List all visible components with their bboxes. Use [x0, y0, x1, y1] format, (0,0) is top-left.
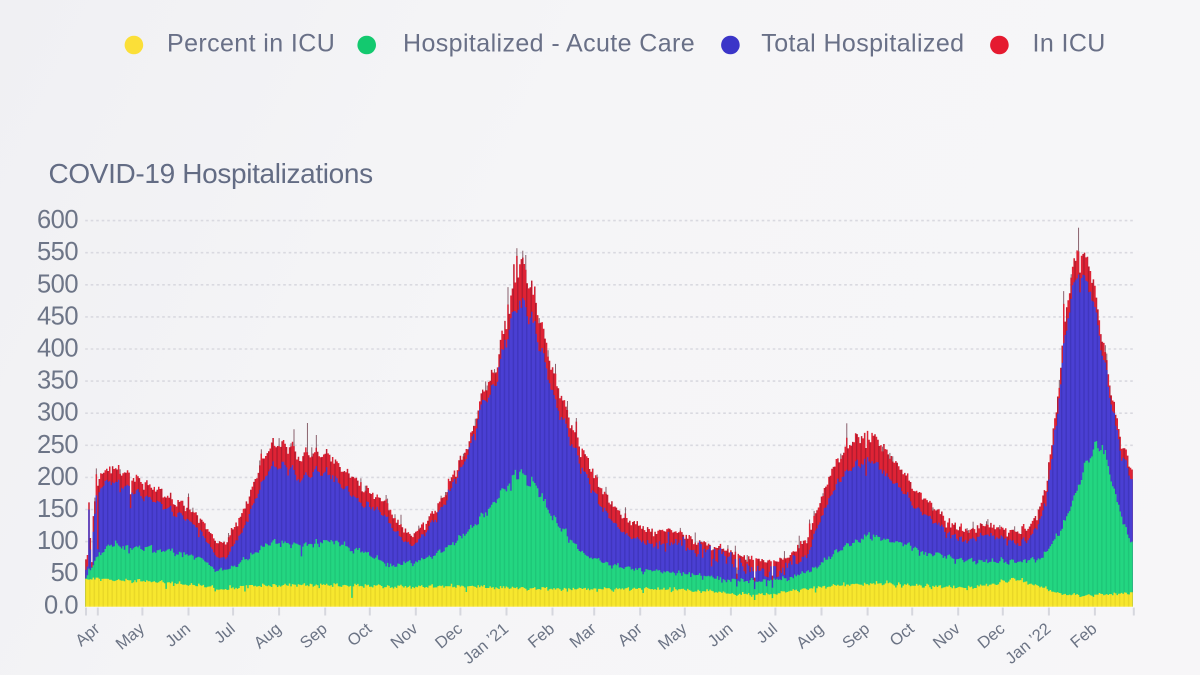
svg-text:Aug: Aug — [251, 620, 285, 653]
svg-text:500: 500 — [37, 270, 78, 298]
svg-text:150: 150 — [37, 495, 78, 523]
svg-text:Nov: Nov — [930, 619, 965, 652]
svg-text:Percent in ICU: Percent in ICU — [167, 30, 335, 58]
svg-text:250: 250 — [37, 431, 78, 459]
svg-text:Hospitalized - Acute Care: Hospitalized - Acute Care — [403, 30, 695, 58]
svg-text:In ICU: In ICU — [1033, 30, 1106, 58]
svg-text:Feb: Feb — [1067, 620, 1100, 652]
svg-text:0.0: 0.0 — [44, 591, 78, 619]
svg-text:200: 200 — [37, 463, 78, 491]
svg-text:Dec: Dec — [432, 620, 466, 653]
svg-text:May: May — [655, 619, 691, 653]
svg-text:400: 400 — [37, 335, 78, 363]
svg-text:Dec: Dec — [974, 620, 1008, 653]
svg-text:Aug: Aug — [793, 620, 827, 653]
svg-text:Sep: Sep — [297, 620, 331, 653]
svg-text:Jun: Jun — [705, 620, 737, 651]
svg-text:100: 100 — [37, 527, 78, 555]
svg-text:Nov: Nov — [387, 619, 422, 652]
svg-text:600: 600 — [37, 206, 78, 234]
svg-text:Mar: Mar — [566, 619, 600, 651]
svg-text:Feb: Feb — [525, 620, 558, 652]
svg-text:Jun: Jun — [162, 620, 194, 651]
svg-text:Jul: Jul — [211, 620, 239, 647]
svg-text:Apr: Apr — [615, 619, 647, 650]
svg-text:300: 300 — [37, 399, 78, 427]
svg-text:450: 450 — [37, 302, 78, 330]
svg-text:Oct: Oct — [887, 620, 919, 651]
svg-text:Jul: Jul — [753, 620, 781, 647]
svg-text:Sep: Sep — [839, 620, 873, 653]
svg-text:Apr: Apr — [72, 619, 104, 650]
svg-text:May: May — [113, 619, 149, 653]
svg-text:COVID-19 Hospitalizations: COVID-19 Hospitalizations — [49, 158, 373, 189]
svg-text:Total Hospitalized: Total Hospitalized — [761, 30, 964, 58]
svg-text:Oct: Oct — [344, 620, 376, 651]
svg-text:Jan ’22: Jan ’22 — [1002, 620, 1054, 668]
svg-text:50: 50 — [51, 559, 79, 587]
svg-text:350: 350 — [37, 367, 78, 395]
svg-text:Jan ’21: Jan ’21 — [460, 620, 512, 668]
svg-text:550: 550 — [37, 238, 78, 266]
